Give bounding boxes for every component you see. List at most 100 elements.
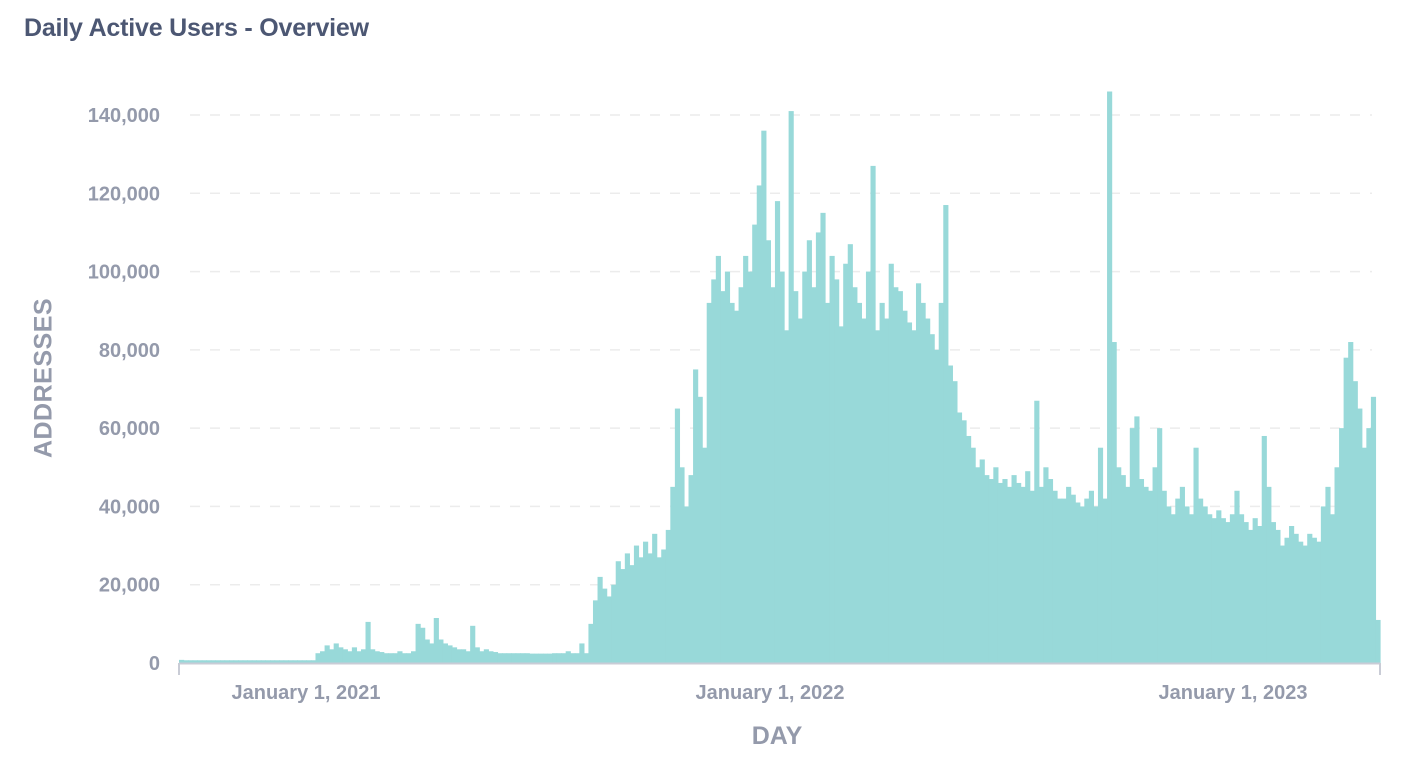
bar[interactable] [461, 649, 467, 663]
bar[interactable] [397, 651, 403, 663]
bar[interactable] [556, 653, 562, 663]
bar[interactable] [360, 649, 367, 663]
bar[interactable] [652, 533, 658, 663]
bar[interactable] [1198, 498, 1204, 663]
bar[interactable] [529, 653, 535, 663]
bar[interactable] [1102, 498, 1108, 663]
bar[interactable] [629, 565, 635, 663]
bar[interactable] [1152, 467, 1158, 663]
bar[interactable] [702, 447, 708, 663]
bar[interactable] [802, 271, 808, 663]
bar[interactable] [734, 310, 740, 663]
bar[interactable] [1188, 514, 1195, 663]
bar[interactable] [447, 645, 453, 663]
bar[interactable] [706, 302, 712, 663]
bar[interactable] [966, 435, 972, 663]
bar[interactable] [1279, 545, 1286, 663]
bar[interactable] [902, 310, 908, 663]
bar[interactable] [201, 660, 207, 663]
bar[interactable] [602, 588, 608, 663]
bar[interactable] [588, 623, 594, 663]
bar[interactable] [1311, 537, 1317, 663]
bar[interactable] [1070, 494, 1076, 663]
bar[interactable] [310, 660, 317, 663]
bar[interactable] [1252, 518, 1258, 663]
bar[interactable] [1020, 486, 1026, 663]
bar[interactable] [179, 659, 185, 663]
bar[interactable] [1234, 490, 1240, 663]
bar[interactable] [606, 596, 612, 663]
bar[interactable] [574, 653, 580, 663]
bar[interactable] [906, 322, 913, 663]
bar[interactable] [1084, 498, 1090, 663]
bar[interactable] [688, 475, 694, 663]
bar[interactable] [192, 660, 198, 663]
bar[interactable] [1052, 490, 1058, 663]
bar[interactable] [779, 271, 785, 663]
bar[interactable] [188, 660, 194, 663]
bar[interactable] [770, 287, 776, 663]
bar[interactable] [292, 660, 298, 663]
bar[interactable] [1057, 498, 1063, 663]
bar[interactable] [1320, 506, 1327, 663]
bar[interactable] [420, 627, 426, 663]
bar[interactable] [279, 660, 285, 663]
bar[interactable] [697, 396, 703, 663]
bar[interactable] [1166, 506, 1172, 663]
bar[interactable] [743, 255, 749, 663]
bar[interactable] [1307, 533, 1313, 663]
bar[interactable] [301, 660, 307, 663]
bar[interactable] [502, 653, 508, 663]
bar[interactable] [260, 660, 267, 663]
bar[interactable] [665, 529, 671, 663]
bar[interactable] [474, 647, 480, 663]
bar[interactable] [465, 651, 471, 663]
bar[interactable] [1034, 400, 1040, 663]
bar[interactable] [793, 291, 799, 663]
bar[interactable] [542, 653, 549, 663]
bar[interactable] [1238, 514, 1245, 663]
bar[interactable] [1352, 381, 1358, 663]
bar[interactable] [1011, 475, 1017, 663]
bar[interactable] [984, 475, 990, 663]
bar[interactable] [374, 651, 380, 663]
bar[interactable] [615, 561, 621, 663]
bar[interactable] [1038, 486, 1044, 663]
bar[interactable] [661, 549, 667, 663]
bar[interactable] [238, 660, 244, 663]
bar[interactable] [1211, 518, 1217, 663]
bar[interactable] [251, 660, 257, 663]
bar[interactable] [979, 459, 985, 663]
bar[interactable] [752, 224, 758, 663]
bar[interactable] [219, 660, 226, 663]
bar[interactable] [934, 349, 940, 663]
bar[interactable] [633, 545, 640, 663]
bar[interactable] [315, 653, 321, 663]
bar[interactable] [483, 649, 489, 663]
bar[interactable] [570, 653, 576, 663]
bar[interactable] [1357, 408, 1363, 663]
bar[interactable] [1302, 545, 1308, 663]
bar[interactable] [1107, 91, 1113, 663]
bar[interactable] [1116, 467, 1122, 663]
bar[interactable] [738, 287, 744, 663]
bar[interactable] [1097, 447, 1104, 663]
bar[interactable] [351, 647, 358, 663]
bar[interactable] [970, 447, 976, 663]
bar[interactable] [1138, 479, 1145, 663]
bar[interactable] [1161, 490, 1167, 663]
bar[interactable] [429, 643, 435, 663]
bar[interactable] [370, 649, 376, 663]
bar[interactable] [643, 541, 649, 663]
bar[interactable] [1120, 475, 1126, 663]
bar[interactable] [479, 651, 485, 663]
bar[interactable] [797, 318, 803, 663]
bar[interactable] [442, 643, 449, 663]
bar[interactable] [579, 643, 585, 663]
bar[interactable] [1261, 435, 1267, 663]
bar[interactable] [925, 318, 931, 663]
bar[interactable] [1179, 486, 1185, 663]
bar[interactable] [843, 263, 849, 663]
bar[interactable] [324, 645, 330, 663]
bar[interactable] [1220, 518, 1226, 663]
